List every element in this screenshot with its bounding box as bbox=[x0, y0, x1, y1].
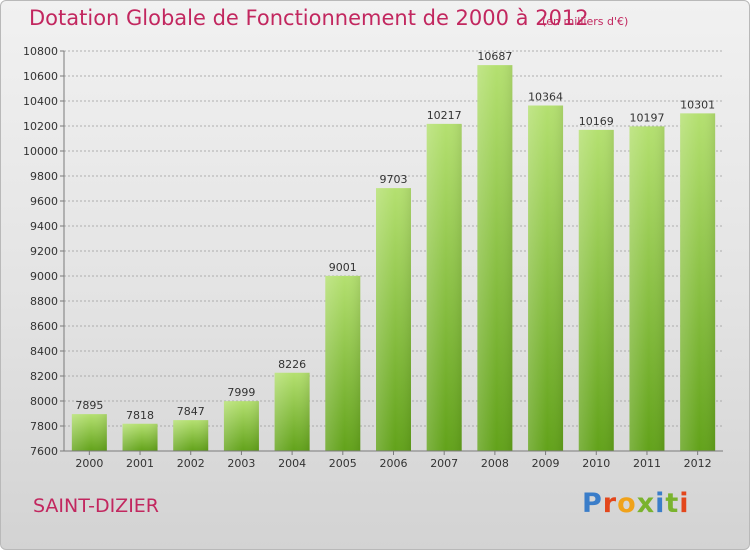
logo-letter: o bbox=[617, 488, 637, 519]
bar-shade bbox=[528, 105, 564, 451]
bar-value-label: 7895 bbox=[75, 399, 103, 412]
y-tick-label: 9600 bbox=[30, 195, 58, 208]
logo-letter: r bbox=[602, 488, 618, 519]
chart-title: Dotation Globale de Fonctionnement de 20… bbox=[29, 6, 589, 30]
bars bbox=[71, 65, 716, 451]
x-tick-label: 2008 bbox=[481, 457, 509, 470]
bar-shade bbox=[274, 372, 310, 451]
town-name: SAINT-DIZIER bbox=[33, 495, 160, 517]
bar-value-label: 8226 bbox=[278, 358, 306, 371]
x-tick-label: 2001 bbox=[126, 457, 154, 470]
logo-letter: x bbox=[636, 488, 656, 519]
bar-value-label: 7999 bbox=[227, 386, 255, 399]
proxiti-logo[interactable]: Proxiti bbox=[582, 488, 690, 519]
bar-shade bbox=[426, 123, 462, 451]
bar-value-label: 10217 bbox=[427, 109, 462, 122]
x-tick-label: 2006 bbox=[380, 457, 408, 470]
x-tick-label: 2000 bbox=[75, 457, 103, 470]
y-tick-label: 8400 bbox=[30, 345, 58, 358]
y-tick-label: 9400 bbox=[30, 220, 58, 233]
chart-unit: (en milliers d'€) bbox=[542, 15, 629, 28]
y-tick-label: 8600 bbox=[30, 320, 58, 333]
x-tick-label: 2012 bbox=[684, 457, 712, 470]
x-tick-label: 2010 bbox=[582, 457, 610, 470]
bar-shade bbox=[376, 188, 411, 451]
bar-shade bbox=[122, 423, 158, 451]
bar-shade bbox=[223, 401, 259, 451]
bar-value-label: 10197 bbox=[629, 111, 664, 124]
y-tick-label: 8200 bbox=[30, 370, 58, 383]
y-tick-label: 8000 bbox=[30, 395, 58, 408]
x-tick-label: 2009 bbox=[532, 457, 560, 470]
bar-value-label: 7818 bbox=[126, 409, 154, 422]
bar-shade bbox=[71, 414, 107, 451]
y-tick-label: 7800 bbox=[30, 420, 58, 433]
logo-letter: i bbox=[679, 488, 690, 519]
bar-shade bbox=[325, 275, 361, 451]
y-tick-label: 9800 bbox=[30, 170, 58, 183]
bar-value-label: 7847 bbox=[177, 405, 205, 418]
bar-value-label: 9703 bbox=[380, 173, 408, 186]
y-axis-ticks: 7600 7800 8000 8200 8400 8600 8800 9000 9200 9400… bbox=[23, 45, 64, 458]
y-tick-label: 10600 bbox=[23, 70, 58, 83]
bar-shade bbox=[680, 113, 716, 451]
y-tick-label: 7600 bbox=[30, 445, 58, 458]
bar-value-label: 9001 bbox=[329, 261, 357, 274]
logo-letter: i bbox=[655, 488, 666, 519]
bar-shade bbox=[578, 129, 614, 451]
bar-shade bbox=[477, 65, 513, 451]
bar-value-label: 10301 bbox=[680, 98, 715, 111]
x-axis-ticks: 2000 2001 2002 2003 2004 2005 2006 2007 2008 2009… bbox=[75, 451, 712, 470]
y-tick-label: 10400 bbox=[23, 95, 58, 108]
bar-value-label: 10364 bbox=[528, 91, 563, 104]
y-tick-label: 10800 bbox=[23, 45, 58, 58]
x-tick-label: 2002 bbox=[177, 457, 205, 470]
x-tick-label: 2003 bbox=[227, 457, 255, 470]
x-tick-label: 2005 bbox=[329, 457, 357, 470]
y-tick-label: 8800 bbox=[30, 295, 58, 308]
bar-value-label: 10687 bbox=[477, 50, 512, 63]
bar-value-label: 10169 bbox=[579, 115, 614, 128]
logo-letter: t bbox=[665, 488, 680, 519]
y-tick-label: 9000 bbox=[30, 270, 58, 283]
bar-shade bbox=[173, 420, 209, 451]
logo-letter: P bbox=[582, 488, 603, 519]
x-tick-label: 2011 bbox=[633, 457, 661, 470]
y-tick-label: 10200 bbox=[23, 120, 58, 133]
y-tick-label: 10000 bbox=[23, 145, 58, 158]
x-tick-label: 2004 bbox=[278, 457, 306, 470]
bar-shade bbox=[629, 126, 665, 451]
value-labels: 7895 7818 7847 7999 8226 9001 9703 10217 10687 10… bbox=[75, 50, 715, 422]
x-tick-label: 2007 bbox=[430, 457, 458, 470]
y-tick-label: 9200 bbox=[30, 245, 58, 258]
